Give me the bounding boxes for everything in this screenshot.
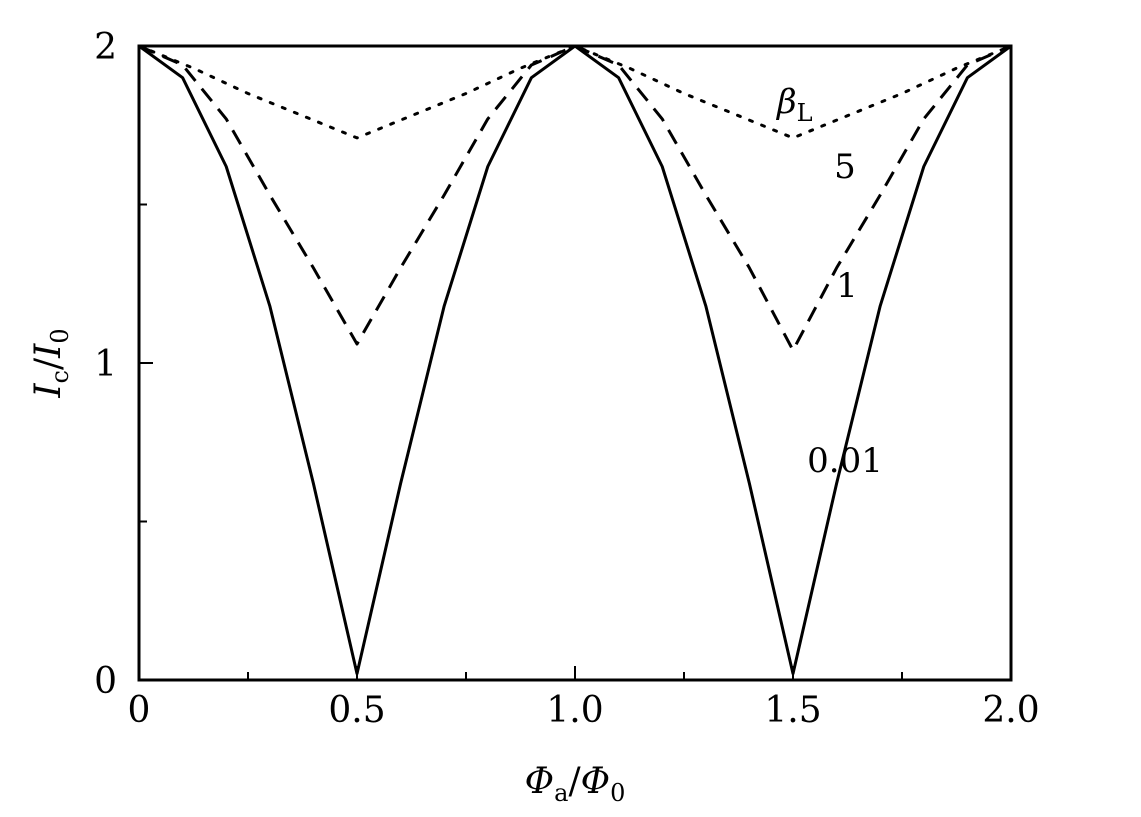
plot-frame (137, 44, 1013, 682)
axis-ticks-layer (138, 45, 1012, 681)
x-tick-label: 0.5 (328, 690, 385, 731)
series-label-dashed: 1 (836, 266, 858, 306)
y-label-den-symbol: I (28, 343, 69, 359)
tick-labels-layer: 0 0.5 1.0 1.5 2.0 0 1 2 (94, 27, 1040, 731)
series-labels-layer: 0.01 1 5 (807, 147, 883, 481)
x-label-slash: / (568, 761, 581, 802)
y-axis-label: Ic/I0 (28, 328, 74, 398)
x-label-den-sub: 0 (610, 779, 625, 807)
y-label-num-symbol: I (28, 383, 69, 399)
x-label-den-symbol: Φ (581, 761, 611, 802)
x-tick-label: 1.0 (546, 690, 603, 731)
legend-title-symbol: β (775, 82, 797, 122)
y-tick-label: 1 (94, 344, 117, 385)
x-label-num-sub: a (554, 779, 568, 807)
legend-title: βL (775, 82, 813, 127)
x-axis-label: Φa/Φ0 (525, 761, 626, 807)
series-line-dotted (137, 44, 1013, 140)
y-label-num-sub: c (46, 370, 74, 383)
series-line-solid (138, 44, 1012, 676)
y-label-slash: / (28, 357, 69, 370)
legend-title-sub: L (797, 99, 813, 127)
x-tick-label: 0 (128, 690, 151, 731)
y-tick-label: 0 (94, 661, 117, 702)
x-label-num-symbol: Φ (525, 761, 555, 802)
series-label-dotted: 5 (834, 147, 856, 187)
x-tick-label: 2.0 (982, 690, 1039, 731)
x-tick-label: 1.5 (764, 690, 821, 731)
y-label-den-sub: 0 (46, 328, 74, 343)
series-label-solid: 0.01 (807, 441, 883, 481)
y-tick-label: 2 (94, 27, 117, 68)
plot-series-layer (137, 44, 1013, 676)
